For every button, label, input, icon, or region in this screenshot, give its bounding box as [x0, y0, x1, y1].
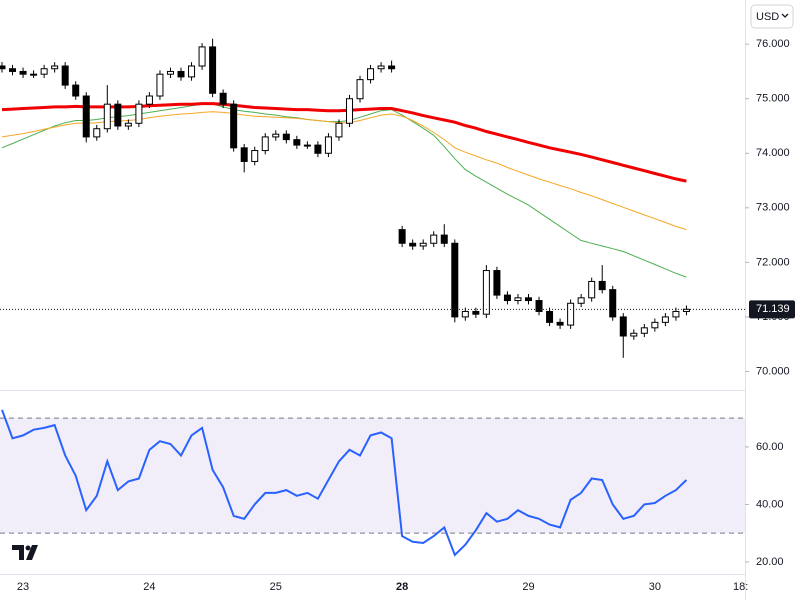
x-tick-label: 24 [143, 581, 155, 593]
candle-body [335, 122, 343, 138]
candle-body [61, 65, 69, 86]
candle-body [324, 136, 332, 154]
candle-body [72, 84, 80, 97]
candle-body [0, 65, 6, 70]
candle-body [525, 297, 532, 302]
last-price-box [749, 300, 795, 319]
last-price-label: 71.139 [756, 303, 790, 315]
y-tick-label: 73.000 [756, 202, 790, 214]
candle-body [682, 308, 690, 312]
candle-body [451, 242, 459, 318]
candle-body [40, 68, 48, 75]
candle-body [577, 297, 585, 304]
candle-body [82, 95, 90, 138]
candle-body [114, 103, 122, 127]
candle-body [567, 302, 575, 326]
candle-body [672, 310, 680, 318]
candle-body [367, 68, 375, 81]
candle-body [272, 133, 280, 138]
candle-body [293, 139, 301, 146]
candle-body [103, 103, 111, 130]
button-frame[interactable] [750, 4, 794, 29]
candle-body [345, 98, 353, 124]
tradingview-logo [12, 545, 38, 560]
candle-body [177, 70, 185, 78]
candle-body [535, 300, 543, 312]
candle-body [388, 65, 396, 70]
candle-body [609, 289, 617, 318]
candle-body [51, 65, 59, 70]
currency-label[interactable]: USD [756, 11, 779, 23]
x-tick-label: 25 [270, 581, 282, 593]
usd-button[interactable]: USD [750, 4, 794, 29]
candle-body [166, 70, 174, 75]
candle-body [145, 95, 153, 105]
candle-body [419, 242, 427, 247]
candle-body [188, 65, 196, 78]
candle-body [314, 144, 322, 154]
candle-body [356, 79, 364, 100]
candle-body [503, 294, 511, 302]
candle-body [661, 316, 669, 323]
rsi-y-tick-label: 40.00 [756, 498, 784, 510]
y-tick-label: 74.000 [756, 147, 790, 159]
y-tick-label: 76.000 [756, 38, 790, 50]
candle-body [556, 321, 564, 326]
candle-body [482, 270, 490, 315]
candle-body [640, 327, 648, 334]
candle-body [398, 229, 406, 244]
candle-body [630, 332, 638, 337]
candle-body [651, 321, 659, 329]
candle-body [440, 234, 448, 244]
candle-body [472, 310, 480, 315]
candle-body [30, 73, 38, 76]
candle-body [598, 280, 606, 291]
candle-body [430, 234, 438, 244]
candle-body [93, 128, 101, 138]
logo-part [25, 545, 31, 551]
candle-body [588, 280, 596, 299]
rsi-line [1, 409, 688, 557]
x-tick-label: 18: [733, 581, 748, 593]
x-tick-label: 23 [17, 581, 29, 593]
candle-body [461, 310, 469, 318]
y-tick-label: 72.000 [756, 256, 790, 268]
candle-body [409, 242, 417, 247]
rsi-y-tick-label: 60.00 [756, 441, 784, 453]
candle-body [230, 103, 238, 149]
candle-body [303, 144, 311, 147]
candle-body [261, 136, 269, 152]
candle-body [135, 103, 143, 124]
chevron[interactable] [781, 13, 789, 18]
candle-body [9, 68, 17, 72]
x-tick-label: 28 [396, 581, 408, 593]
candle-body [124, 122, 132, 127]
candle-body [156, 73, 164, 97]
candle-body [493, 270, 501, 296]
x-tick-label: 30 [649, 581, 661, 593]
candle-body [546, 310, 554, 323]
candle-body [377, 65, 385, 70]
logo-part [12, 545, 24, 560]
y-tick-label: 75.000 [756, 93, 790, 105]
y-tick-label: 70.000 [756, 365, 790, 377]
candle-body [251, 150, 259, 162]
candle-body [209, 46, 217, 94]
candle-body [514, 297, 522, 302]
candle-body [240, 147, 248, 162]
candle-body [282, 133, 290, 141]
rsi-y-tick-label: 20.00 [756, 556, 784, 568]
candle-body [219, 92, 227, 105]
candle-body [19, 70, 27, 75]
logo-part [26, 545, 38, 560]
candle-body [619, 316, 627, 337]
x-tick-label: 29 [522, 581, 534, 593]
candle-body [198, 46, 206, 67]
